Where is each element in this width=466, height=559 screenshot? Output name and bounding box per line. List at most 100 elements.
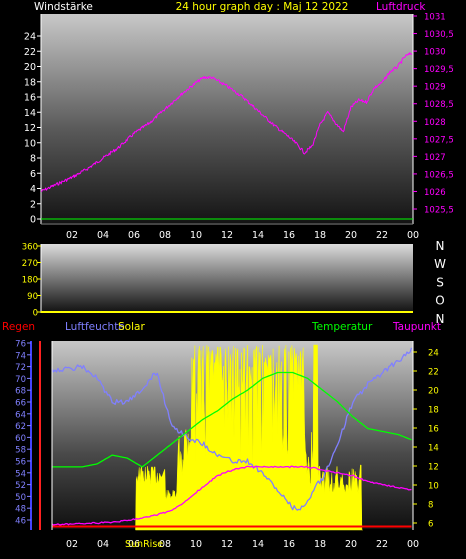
humidity-tick-label: 46 bbox=[15, 517, 26, 527]
wind-tick-label: 16 bbox=[24, 93, 36, 104]
compass-letter: N bbox=[436, 312, 445, 326]
pressure-tick-label: 1025,5 bbox=[424, 206, 454, 216]
temperature-tick-label: 18 bbox=[428, 406, 439, 416]
pressure-line bbox=[40, 52, 413, 192]
pressure-tick-label: 1029,5 bbox=[424, 65, 454, 75]
x-tick-label: 22 bbox=[376, 230, 388, 241]
x-ticks: 02 04 06 08 10 12 14 16 18 20 22 00 bbox=[66, 539, 419, 550]
humidity-tick-label: 74 bbox=[15, 351, 26, 361]
humidity-tick-label: 68 bbox=[15, 387, 26, 397]
humidity-tick-label: 70 bbox=[15, 375, 26, 385]
x-tick-label: 18 bbox=[314, 539, 326, 550]
wind-tick-label: 14 bbox=[24, 108, 36, 119]
pressure-tick-label: 1030 bbox=[424, 48, 446, 58]
humidity-tick-label: 76 bbox=[15, 340, 26, 350]
x-tick-label: 16 bbox=[283, 539, 295, 550]
x-tick-label: 06 bbox=[128, 539, 140, 550]
direction-y-ticks: 360 270 180 90 0 bbox=[22, 243, 41, 319]
wind-axis-label: Windstärke bbox=[34, 1, 93, 13]
temperature-y-ticks: 24 22 20 18 16 14 12 10 8 6 bbox=[413, 349, 439, 530]
compass-letter: N bbox=[436, 239, 445, 253]
humidity-tick-label: 60 bbox=[15, 434, 26, 444]
pressure-tick-label: 1028,5 bbox=[424, 100, 454, 110]
compass-letter: W bbox=[434, 257, 446, 271]
pressure-tick-label: 1027,5 bbox=[424, 135, 454, 145]
x-tick-label: 02 bbox=[66, 230, 78, 241]
plot-area bbox=[41, 244, 413, 312]
temperatur-label: Temperatur bbox=[311, 321, 373, 333]
pressure-tick-label: 1026,5 bbox=[424, 170, 454, 180]
taupunkt-line bbox=[51, 465, 412, 526]
wind-tick-label: 24 bbox=[24, 32, 36, 43]
pressure-tick-label: 1026 bbox=[424, 188, 446, 198]
humidity-tick-label: 66 bbox=[15, 399, 26, 409]
regen-label: Regen bbox=[2, 321, 35, 333]
humidity-tick-label: 58 bbox=[15, 446, 26, 456]
x-tick-label: 12 bbox=[221, 539, 233, 550]
humidity-tick-label: 48 bbox=[15, 505, 26, 515]
pressure-tick-label: 1031 bbox=[424, 13, 446, 23]
solar-area-fill bbox=[135, 344, 363, 531]
x-tick-label: 08 bbox=[159, 539, 171, 550]
temperature-tick-label: 8 bbox=[428, 501, 433, 511]
wind-tick-label: 4 bbox=[30, 184, 36, 195]
x-tick-label: 10 bbox=[190, 230, 202, 241]
luftfeuchte-label: Luftfeuchte bbox=[65, 321, 125, 333]
x-tick-label: 18 bbox=[314, 230, 326, 241]
pressure-y-ticks: 1031 1030,5 1030 1029,5 1029 1028,5 1028 1027,5… bbox=[413, 13, 454, 216]
temperature-tick-label: 16 bbox=[428, 425, 439, 435]
humidity-tick-label: 56 bbox=[15, 458, 26, 468]
x-tick-label: 22 bbox=[376, 539, 388, 550]
x-ticks: 02 04 06 08 10 12 14 16 18 20 22 00 bbox=[66, 230, 419, 241]
x-tick-label: 14 bbox=[252, 539, 264, 550]
direction-tick-label: 0 bbox=[33, 309, 38, 319]
x-tick-label: 08 bbox=[159, 230, 171, 241]
pressure-tick-label: 1027 bbox=[424, 153, 446, 163]
pressure-tick-label: 1029 bbox=[424, 83, 446, 93]
sunrise-label: SunRise bbox=[125, 539, 163, 550]
x-tick-label: 20 bbox=[345, 230, 357, 241]
temperature-tick-label: 12 bbox=[428, 463, 439, 473]
wind-tick-label: 6 bbox=[30, 169, 36, 180]
wind-tick-label: 20 bbox=[24, 62, 36, 73]
wind-tick-label: 2 bbox=[30, 199, 36, 210]
x-tick-label: 02 bbox=[66, 539, 78, 550]
humidity-tick-label: 50 bbox=[15, 493, 26, 503]
direction-tick-label: 180 bbox=[22, 276, 38, 286]
humidity-tick-label: 64 bbox=[15, 410, 26, 420]
pressure-tick-label: 1030,5 bbox=[424, 30, 454, 40]
temperature-tick-label: 22 bbox=[428, 368, 439, 378]
solar-area bbox=[135, 344, 363, 531]
compass-letter: O bbox=[435, 294, 444, 308]
wind-tick-label: 8 bbox=[30, 154, 36, 165]
x-tick-label: 00 bbox=[407, 230, 419, 241]
direction-tick-label: 360 bbox=[22, 243, 38, 253]
temperature-tick-label: 20 bbox=[428, 387, 439, 397]
x-tick-label: 06 bbox=[128, 230, 140, 241]
taupunkt-label: Taupunkt bbox=[392, 321, 441, 333]
x-tick-label: 20 bbox=[345, 539, 357, 550]
luftfeuchte-line bbox=[51, 347, 413, 511]
climate-chart: Regen Luftfeuchte Solar Temperatur Taupu… bbox=[2, 321, 441, 550]
pressure-tick-label: 1028 bbox=[424, 118, 446, 128]
solar-label: Solar bbox=[118, 321, 145, 333]
x-tick-label: 16 bbox=[283, 230, 295, 241]
pressure-axis-label: Luftdruck bbox=[376, 1, 426, 13]
x-tick-label: 14 bbox=[252, 230, 264, 241]
chart-title: 24 hour graph day : Maj 12 2022 bbox=[176, 1, 349, 13]
x-tick-label: 10 bbox=[190, 539, 202, 550]
direction-tick-label: 270 bbox=[22, 259, 38, 269]
wind-tick-label: 18 bbox=[24, 77, 36, 88]
humidity-tick-label: 62 bbox=[15, 422, 26, 432]
humidity-tick-label: 54 bbox=[15, 469, 26, 479]
temperature-tick-label: 24 bbox=[428, 349, 439, 359]
wind-tick-label: 0 bbox=[30, 215, 36, 226]
pressure-wind-chart: 24 hour graph day : Maj 12 2022 Windstär… bbox=[24, 1, 454, 241]
humidity-tick-label: 72 bbox=[15, 363, 26, 373]
humidity-tick-label: 52 bbox=[15, 481, 26, 491]
compass-letter: S bbox=[436, 275, 444, 289]
